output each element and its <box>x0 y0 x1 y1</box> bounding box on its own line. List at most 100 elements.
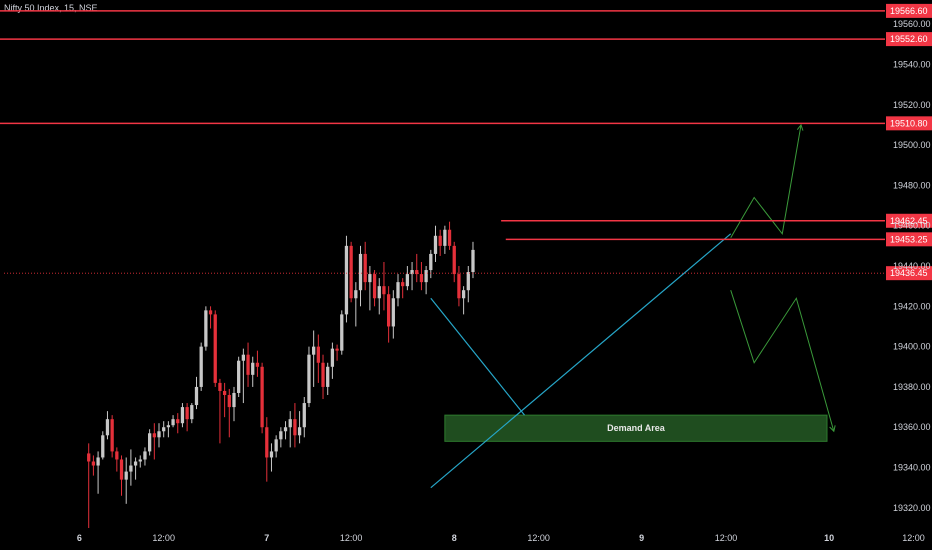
candle-body <box>293 419 297 436</box>
candle-body <box>419 274 424 283</box>
x-tick-label: 6 <box>77 533 82 543</box>
candle-body <box>363 253 367 283</box>
projection-arrowhead <box>796 123 804 131</box>
candle-body <box>119 459 124 480</box>
y-tick-label: 19320.00 <box>893 503 931 513</box>
candle-body <box>424 270 428 283</box>
candle-body <box>227 394 231 408</box>
candle-body <box>326 366 330 387</box>
y-tick-label: 19420.00 <box>893 301 931 311</box>
y-tick-label: 19380.00 <box>893 382 931 392</box>
candle-body <box>260 366 264 428</box>
candle-body <box>358 253 363 291</box>
time-axis[interactable]: 6 12:00 7 12:00 8 12:00 9 12:00 10 12:00 <box>77 533 925 543</box>
x-tick-label: 12:00 <box>902 533 925 543</box>
candle-body <box>349 245 353 299</box>
candle-body <box>246 354 250 375</box>
candle-body <box>152 433 156 438</box>
projection-arrowhead <box>829 425 836 433</box>
candle-body <box>391 298 395 327</box>
candle-body <box>265 427 269 458</box>
candle-body <box>307 354 311 404</box>
price-level-label-bg <box>886 213 932 228</box>
x-tick-label: 8 <box>452 533 457 543</box>
trendline <box>430 233 732 489</box>
candle-body <box>340 314 344 351</box>
candle-body <box>405 274 410 287</box>
candle-body <box>438 235 442 246</box>
candle-body <box>302 403 306 428</box>
candle-body <box>162 427 166 432</box>
candle-body <box>368 274 372 283</box>
candle-body <box>204 310 208 347</box>
candle-body <box>194 386 199 406</box>
candle-body <box>133 461 138 466</box>
price-level-label-bg <box>886 232 932 247</box>
candle-body <box>466 272 470 291</box>
candle-body <box>222 390 227 395</box>
candle-body <box>382 286 386 295</box>
candle-body <box>199 346 203 387</box>
x-tick-label: 10 <box>824 533 834 543</box>
price-level-label: 19462.45 <box>890 216 928 226</box>
candle-body <box>87 453 91 462</box>
candle-body <box>372 274 377 299</box>
candle-body <box>386 294 391 327</box>
x-tick-label: 7 <box>264 533 269 543</box>
candle-body <box>283 427 288 432</box>
price-level-label-bg <box>886 3 932 18</box>
candle-body <box>452 245 456 275</box>
candle-body <box>471 249 475 273</box>
y-tick-label: 19360.00 <box>893 422 931 432</box>
last-price-label: 19436.45 <box>890 268 928 278</box>
candle-body <box>213 314 217 383</box>
candle-body <box>335 348 339 351</box>
candle-body <box>96 457 100 466</box>
candle-body <box>415 270 419 275</box>
candle-body <box>124 471 128 480</box>
candle-body <box>171 419 175 426</box>
candle-body <box>232 392 236 408</box>
price-level-label: 19453.25 <box>890 234 928 244</box>
candle-body <box>91 461 96 466</box>
demand-zone-label: Demand Area <box>607 423 666 433</box>
candle-body <box>321 362 325 387</box>
candle-body <box>344 245 349 315</box>
price-level-label: 19552.60 <box>890 34 928 44</box>
candle-body <box>410 270 414 275</box>
candle-body <box>218 382 222 391</box>
demand-zone-layer: Demand Area <box>444 414 828 442</box>
candle-body <box>297 427 302 436</box>
candle-body <box>251 362 255 375</box>
candle-body <box>312 346 316 355</box>
y-tick-label: 19560.00 <box>893 19 931 29</box>
y-tick-label: 19400.00 <box>893 342 931 352</box>
candle-body <box>429 253 433 271</box>
candle-body <box>115 451 119 460</box>
candle-body <box>457 274 461 299</box>
y-tick-label: 19480.00 <box>893 180 931 190</box>
projection-path <box>730 290 835 432</box>
x-tick-label: 12:00 <box>340 533 363 543</box>
candle-body <box>105 419 110 436</box>
price-level-label-bg <box>886 116 932 131</box>
candles-layer <box>87 221 475 528</box>
x-tick-label: 12:00 <box>152 533 175 543</box>
chart-title: Nifty 50 Index, 15, NSE <box>4 3 98 13</box>
trendline <box>430 297 525 416</box>
x-tick-label: 9 <box>639 533 644 543</box>
candle-body <box>157 431 161 438</box>
y-tick-label: 19440.00 <box>893 261 931 271</box>
price-axis[interactable]: 19320.00 19340.00 19360.00 19380.00 19400.00… <box>893 19 931 513</box>
x-tick-label: 12:00 <box>715 533 738 543</box>
drawings-layer <box>430 123 836 489</box>
price-level-label: 19510.80 <box>890 118 928 128</box>
candle-body <box>396 282 400 299</box>
candle-body <box>129 465 133 472</box>
candle-body <box>401 282 405 287</box>
candle-body <box>255 362 260 367</box>
y-tick-label: 19460.00 <box>893 221 931 231</box>
candle-body <box>190 405 194 420</box>
candle-body <box>208 310 213 315</box>
